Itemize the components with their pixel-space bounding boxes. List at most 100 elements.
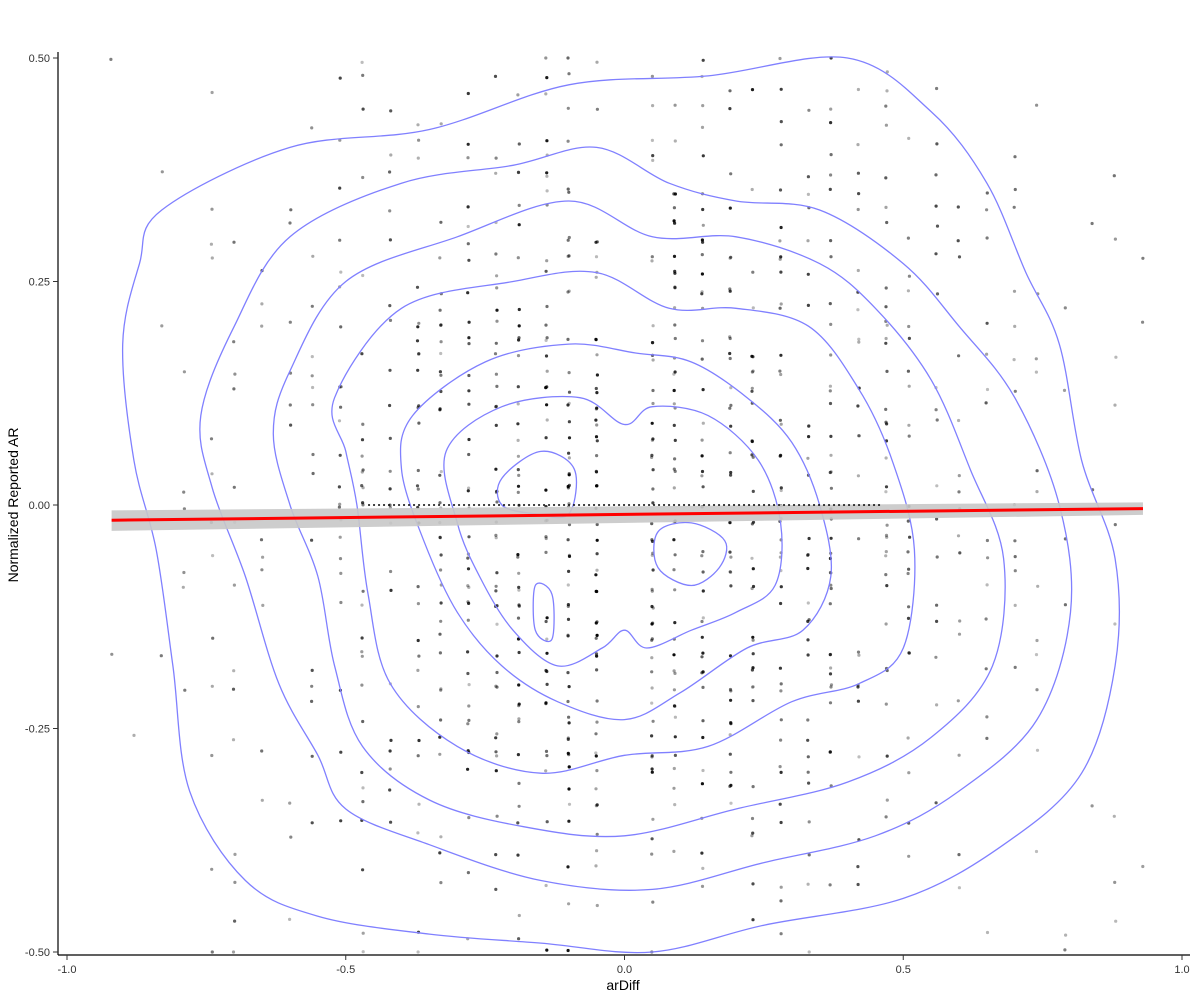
scatter-point: [310, 355, 314, 359]
scatter-point: [806, 303, 811, 307]
scatter-point: [807, 853, 811, 857]
scatter-point: [956, 239, 960, 243]
scatter-point: [750, 439, 754, 443]
scatter-point: [884, 702, 888, 706]
scatter-point: [389, 820, 393, 824]
scatter-point: [907, 567, 911, 571]
scatter-point: [594, 732, 598, 736]
scatter-point: [957, 632, 962, 636]
scatter-point: [985, 930, 990, 935]
scatter-point: [338, 535, 342, 539]
scatter-point: [438, 370, 442, 374]
scatter-point: [729, 473, 733, 477]
scatter-point: [416, 950, 420, 954]
scatter-point: [260, 568, 264, 572]
scatter-point: [544, 436, 548, 440]
scatter-point: [566, 583, 570, 587]
scatter-point: [439, 389, 443, 394]
scatter-point: [439, 351, 443, 356]
scatter-point: [339, 405, 343, 409]
scatter-point: [884, 490, 888, 494]
scatter-point: [494, 423, 498, 427]
scatter-point: [595, 803, 599, 807]
scatter-point: [467, 336, 471, 340]
scatter-point: [495, 814, 499, 818]
scatter-point: [181, 585, 185, 589]
scatter-point: [110, 652, 114, 656]
scatter-point: [232, 387, 236, 391]
scatter-point: [438, 473, 442, 477]
scatter-point: [701, 866, 705, 871]
scatter-point: [729, 386, 733, 390]
scatter-point: [545, 754, 549, 758]
scatter-point: [494, 887, 498, 892]
scatter-point: [495, 274, 499, 278]
scatter-point: [750, 834, 754, 838]
scatter-point: [389, 738, 393, 743]
scatter-point: [567, 523, 572, 527]
scatter-point: [829, 239, 833, 243]
scatter-point: [729, 424, 733, 428]
scatter-point: [288, 917, 292, 922]
scatter-point: [567, 390, 572, 394]
scatter-point: [182, 570, 186, 575]
scatter-point: [494, 536, 498, 540]
scatter-point: [751, 918, 755, 922]
scatter-point: [1013, 555, 1017, 559]
scatter-point: [907, 651, 911, 655]
scatter-point: [650, 522, 654, 526]
scatter-point: [673, 306, 677, 310]
scatter-point: [673, 370, 677, 374]
scatter-point: [884, 815, 888, 819]
scatter-point: [751, 369, 755, 373]
scatter-point: [566, 671, 570, 675]
scatter-point: [493, 352, 498, 356]
scatter-point: [467, 373, 471, 378]
scatter-point: [516, 402, 520, 406]
scatter-point: [360, 770, 364, 775]
scatter-point: [751, 882, 755, 886]
scatter-point: [494, 156, 498, 160]
scatter-point: [701, 207, 705, 212]
scatter-point: [778, 765, 782, 769]
scatter-point: [466, 871, 470, 875]
scatter-point: [467, 585, 471, 590]
scatter-point: [806, 718, 810, 722]
scatter-point: [700, 272, 705, 276]
scatter-point: [650, 686, 654, 690]
scatter-point: [339, 270, 343, 274]
scatter-point: [594, 255, 599, 259]
scatter-point: [311, 254, 315, 258]
scatter-point: [594, 864, 598, 868]
scatter-point: [466, 205, 470, 209]
scatter-point: [567, 902, 571, 906]
scatter-point: [856, 308, 860, 312]
scatter-point: [673, 269, 677, 273]
scatter-point: [956, 205, 960, 209]
scatter-point: [806, 239, 810, 243]
scatter-point: [466, 567, 471, 571]
scatter-point: [779, 372, 783, 377]
scatter-point: [337, 505, 341, 509]
scatter-point: [516, 468, 520, 472]
scatter-point: [566, 403, 570, 407]
scatter-point: [567, 765, 572, 769]
scatter-point: [673, 715, 678, 719]
scatter-point: [650, 670, 654, 674]
scatter-point: [545, 369, 549, 373]
scatter-point: [700, 782, 705, 786]
scatter-point: [829, 586, 833, 591]
scatter-point: [594, 470, 599, 474]
scatter-point: [595, 406, 599, 410]
scatter-point: [651, 324, 655, 328]
scatter-point: [417, 421, 421, 425]
scatter-point: [828, 701, 833, 705]
scatter-point: [567, 401, 571, 405]
scatter-point: [388, 788, 392, 792]
scatter-point: [595, 439, 599, 443]
scatter-point: [728, 752, 732, 756]
scatter-point: [494, 467, 498, 471]
scatter-point: [856, 699, 861, 703]
scatter-point: [884, 622, 888, 626]
scatter-point: [417, 352, 421, 356]
